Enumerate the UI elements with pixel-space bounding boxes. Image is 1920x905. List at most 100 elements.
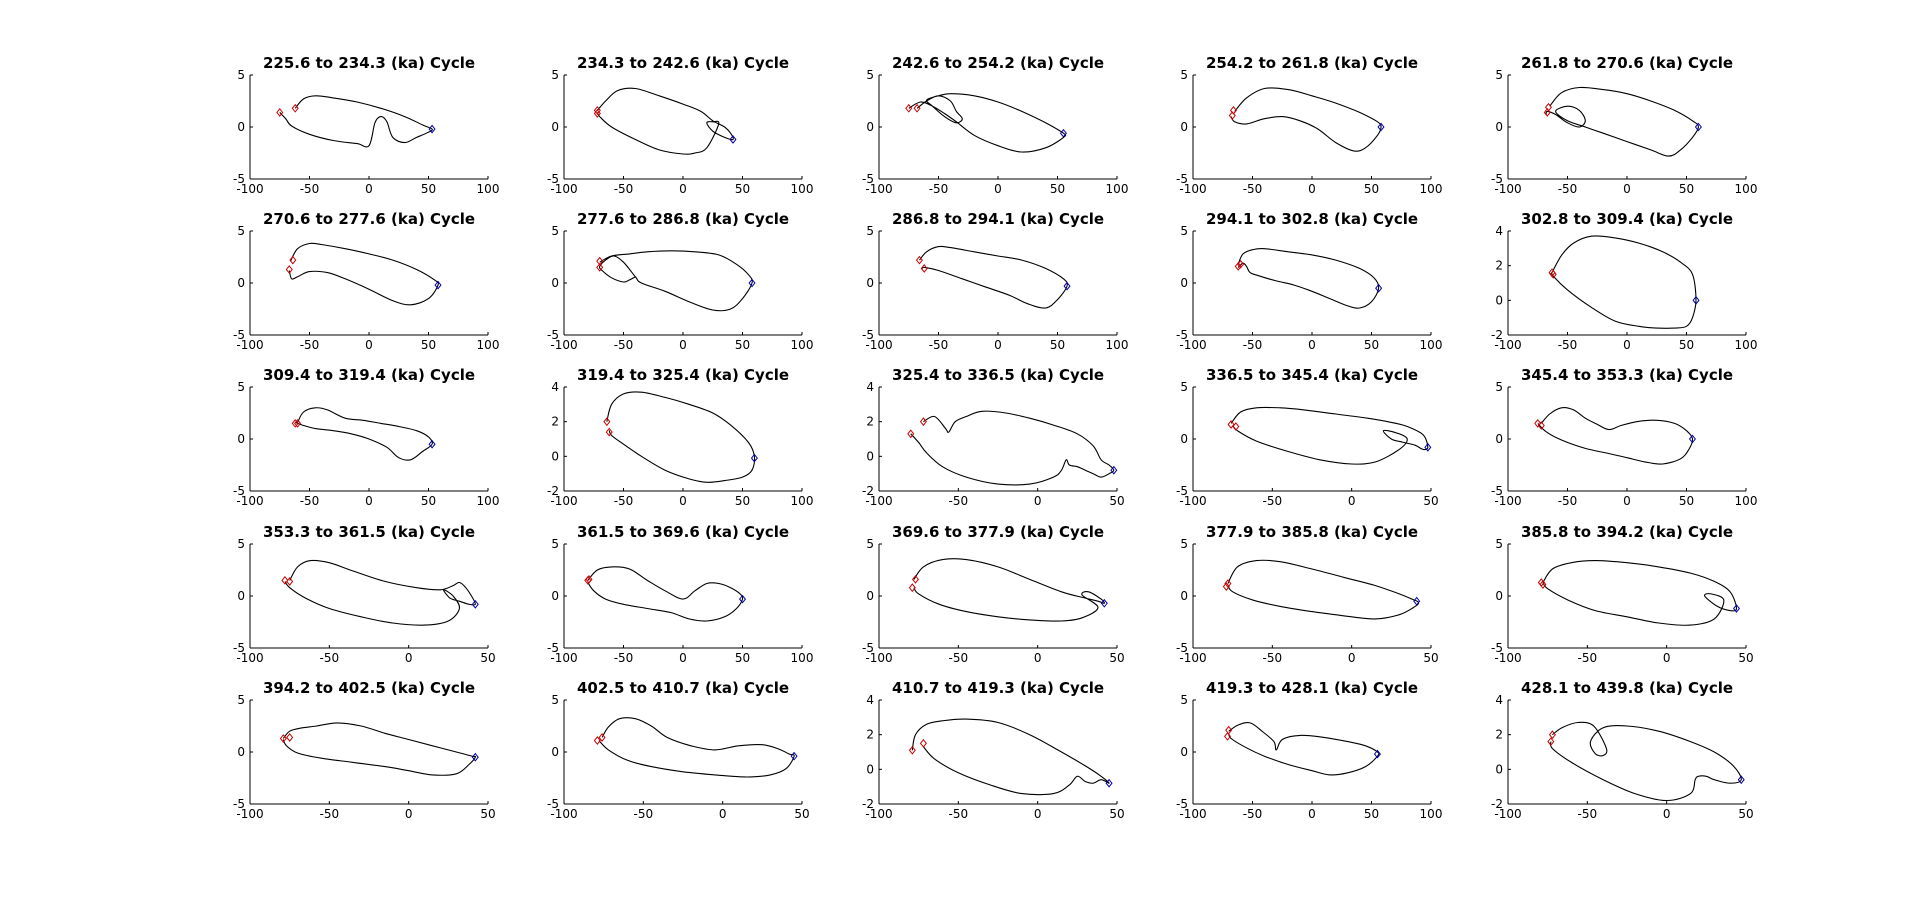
cycle-curve <box>1230 406 1429 465</box>
x-tick-label: 50 <box>1738 807 1753 821</box>
x-tick-label: -50 <box>1263 651 1283 665</box>
end-marker <box>434 280 442 290</box>
x-tick-label: -100 <box>236 338 263 352</box>
start-marker <box>920 264 928 273</box>
start-marker <box>605 427 613 437</box>
end-marker <box>1059 128 1067 138</box>
start-marker <box>1544 102 1552 112</box>
x-tick-label: 0 <box>1623 338 1631 352</box>
start-marker <box>285 265 293 274</box>
x-tick-label: -100 <box>1494 651 1521 665</box>
x-tick-label: -100 <box>865 338 892 352</box>
x-tick-label: -50 <box>614 494 634 508</box>
subplot-title: 345.4 to 353.3 (ka) Cycle <box>1521 366 1733 384</box>
end-marker <box>1692 295 1700 305</box>
y-tick-label: -5 <box>1176 172 1188 186</box>
x-tick-label: -100 <box>236 182 263 196</box>
subplot-title: 254.2 to 261.8 (ka) Cycle <box>1206 54 1418 72</box>
y-tick-label: -5 <box>1491 484 1503 498</box>
subplot-title: 225.6 to 234.3 (ka) Cycle <box>263 54 475 72</box>
x-tick-label: -50 <box>614 182 634 196</box>
y-tick-label: 5 <box>1180 537 1188 551</box>
y-tick-label: 0 <box>551 276 559 290</box>
end-marker <box>750 453 758 463</box>
subplot-8: 286.8 to 294.1 (ka) Cycle-100 -50 0 50 100-5… <box>862 210 1128 352</box>
x-tick-label: 50 <box>1109 494 1124 508</box>
cycle-curve <box>606 391 756 483</box>
start-marker <box>1234 261 1242 271</box>
y-tick-label: 4 <box>866 380 874 394</box>
start-marker <box>1222 582 1230 592</box>
x-tick-label: -100 <box>1494 807 1521 821</box>
subplot-4: 254.2 to 261.8 (ka) Cycle-100 -50 0 50 100-5… <box>1176 54 1442 196</box>
x-tick-label: -100 <box>236 651 263 665</box>
subplot-25: 428.1 to 439.8 (ka) Cycle -100 -50 0 50 -2 0 2 4 <box>1491 679 1754 821</box>
x-tick-label: -50 <box>1243 807 1263 821</box>
y-tick-label: 5 <box>1180 693 1188 707</box>
y-tick-label: -5 <box>862 328 874 342</box>
subplot-7: 277.6 to 286.8 (ka) Cycle-100 -50 0 50 100-5… <box>547 210 813 352</box>
subplot-title: 419.3 to 428.1 (ka) Cycle <box>1206 679 1418 697</box>
start-marker <box>1543 108 1551 117</box>
x-tick-label: -100 <box>236 494 263 508</box>
x-tick-label: -50 <box>614 338 634 352</box>
x-tick-label: 100 <box>791 494 814 508</box>
x-tick-label: 50 <box>1423 651 1438 665</box>
start-marker <box>1539 580 1547 589</box>
end-marker <box>1100 598 1108 608</box>
cycle-curve <box>295 407 433 461</box>
subplot-title: 325.4 to 336.5 (ka) Cycle <box>892 366 1104 384</box>
y-tick-label: 0 <box>866 762 874 776</box>
x-tick-label: 0 <box>994 182 1002 196</box>
y-tick-label: 5 <box>237 68 245 82</box>
subplot-title: 270.6 to 277.6 (ka) Cycle <box>263 210 475 228</box>
x-tick-label: 100 <box>791 182 814 196</box>
end-marker <box>471 599 479 609</box>
x-tick-label: 50 <box>1364 338 1379 352</box>
start-marker <box>1227 420 1235 429</box>
y-tick-label: 5 <box>1180 224 1188 238</box>
x-tick-label: 50 <box>480 807 495 821</box>
subplot-title: 242.6 to 254.2 (ka) Cycle <box>892 54 1104 72</box>
y-tick-label: 0 <box>1495 589 1503 603</box>
subplot-11: 309.4 to 319.4 (ka) Cycle-100 -50 0 50 100-5… <box>233 366 499 508</box>
subplot-title: 353.3 to 361.5 (ka) Cycle <box>263 523 475 541</box>
subplot-title: 234.3 to 242.6 (ka) Cycle <box>577 54 789 72</box>
end-marker <box>1373 749 1381 759</box>
x-tick-label: 50 <box>1679 338 1694 352</box>
subplot-13: 325.4 to 336.5 (ka) Cycle -100 -50 0 50 -2 0 2 4 <box>862 366 1125 508</box>
x-tick-label: 100 <box>1735 494 1758 508</box>
subplot-20: 385.8 to 394.2 (ka) Cycle-100 -50 0 50-505 <box>1491 523 1754 665</box>
x-tick-label: -100 <box>1494 182 1521 196</box>
y-tick-label: 0 <box>1495 293 1503 307</box>
y-tick-label: 5 <box>237 693 245 707</box>
y-tick-label: 0 <box>237 745 245 759</box>
y-tick-label: 5 <box>866 224 874 238</box>
subplot-title: 261.8 to 270.6 (ka) Cycle <box>1521 54 1733 72</box>
subplot-title: 361.5 to 369.6 (ka) Cycle <box>577 523 789 541</box>
end-marker <box>748 278 756 288</box>
start-marker <box>596 262 604 272</box>
y-tick-label: 0 <box>1495 120 1503 134</box>
y-tick-label: 0 <box>1180 432 1188 446</box>
subplot-12: 319.4 to 325.4 (ka) Cycle -100 -50 0 50 100 -2… <box>547 366 813 508</box>
y-tick-label: 0 <box>1180 120 1188 134</box>
x-tick-label: 0 <box>1348 494 1356 508</box>
y-tick-label: 2 <box>551 415 559 429</box>
x-tick-label: 0 <box>1034 494 1042 508</box>
y-tick-label: -5 <box>233 484 245 498</box>
y-tick-label: 0 <box>1180 589 1188 603</box>
x-tick-label: 50 <box>1679 494 1694 508</box>
x-tick-label: 0 <box>1623 182 1631 196</box>
x-tick-label: 50 <box>735 338 750 352</box>
cycle-curve <box>1537 407 1694 465</box>
x-tick-label: 0 <box>1034 807 1042 821</box>
y-tick-label: 0 <box>866 120 874 134</box>
y-tick-label: 0 <box>237 276 245 290</box>
y-tick-label: 5 <box>1180 68 1188 82</box>
subplot-10: 302.8 to 309.4 (ka) Cycle -100 -50 0 50 100 -2… <box>1491 210 1757 352</box>
x-tick-label: 50 <box>421 494 436 508</box>
subplot-title: 277.6 to 286.8 (ka) Cycle <box>577 210 789 228</box>
subplot-22: 402.5 to 410.7 (ka) Cycle-100 -50 0 50-505 <box>547 679 810 821</box>
